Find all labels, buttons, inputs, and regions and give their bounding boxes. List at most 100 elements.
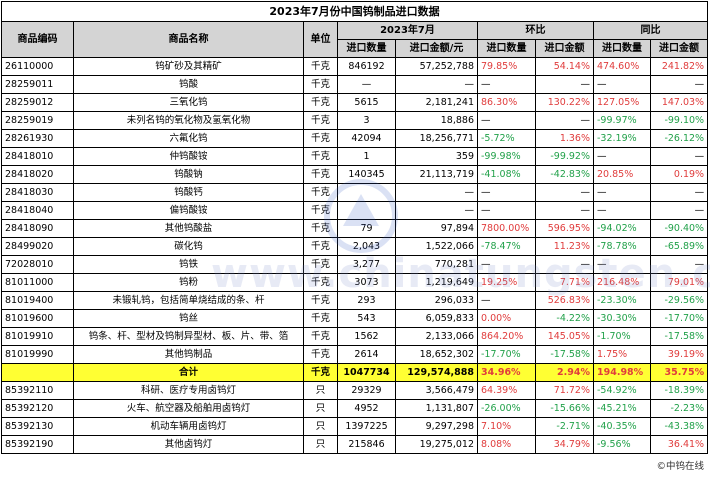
cell-mom-qty: — bbox=[477, 291, 536, 310]
cell-yoy-qty: 20.85% bbox=[593, 165, 651, 184]
table-row: 28259012 三氧化钨 千克 5615 2,181,241 86.30% 130.22%… bbox=[1, 93, 709, 112]
cell-yoy-qty: — bbox=[593, 75, 651, 94]
cell-name: 未锻轧钨，包括简单烧结成的条、杆 bbox=[73, 291, 304, 310]
cell-qty: 215846 bbox=[337, 435, 396, 454]
cell-yoy-amount: — bbox=[649, 75, 709, 94]
cell-amount: 2,181,241 bbox=[395, 93, 478, 112]
cell-yoy-amount: -99.10% bbox=[649, 111, 709, 130]
cell-mom-qty: 79.85% bbox=[477, 57, 536, 76]
table-row: 81019600 钨丝 千克 543 6,059,833 0.00% -4.22% -30.3… bbox=[1, 309, 709, 328]
cell-mom-amount: -4.22% bbox=[535, 309, 594, 328]
cell-yoy-amount: — bbox=[649, 201, 709, 220]
cell-yoy-qty: -99.97% bbox=[593, 111, 651, 130]
cell-name: 未列名钨的氧化物及氢氧化物 bbox=[73, 111, 304, 130]
cell-mom-qty: 864.20% bbox=[477, 327, 536, 346]
cell-yoy-amount: — bbox=[649, 183, 709, 202]
cell-yoy-amount: -17.58% bbox=[649, 327, 709, 346]
cell-mom-qty: 7800.00% bbox=[477, 219, 536, 238]
table-row: 85392130 机动车辆用卤钨灯只 1397225 9,297,298 7.10% -2… bbox=[1, 417, 709, 436]
cell-yoy-qty: -30.30% bbox=[593, 309, 651, 328]
cell-code: 28261930 bbox=[1, 129, 74, 148]
cell-mom-qty: — bbox=[477, 75, 536, 94]
cell-amount: 296,033 bbox=[395, 291, 478, 310]
cell-mom-amount: -2.71% bbox=[535, 417, 594, 436]
cell-mom-amount: -15.66% bbox=[535, 399, 594, 418]
cell-yoy-qty: — bbox=[593, 147, 651, 166]
cell-qty: 3,277 bbox=[337, 255, 396, 274]
cell-mom-qty: -78.47% bbox=[477, 237, 536, 256]
cell-name: 三氧化钨 bbox=[73, 93, 304, 112]
cell-name: 钨酸 bbox=[73, 75, 304, 94]
cell-name: 机动车辆用卤钨灯 bbox=[73, 417, 304, 436]
cell-unit: 千克 bbox=[303, 327, 338, 346]
cell-qty: 846192 bbox=[337, 57, 396, 76]
cell-qty: 3073 bbox=[337, 273, 396, 292]
cell-qty bbox=[337, 201, 396, 220]
footer-copyright: ©中钨在线 bbox=[656, 461, 704, 472]
cell-unit: 只 bbox=[303, 417, 338, 436]
cell-name: 钨粉 bbox=[73, 273, 304, 292]
cell-name: 碳化钨 bbox=[73, 237, 304, 256]
cell-name: 钨酸钙 bbox=[73, 183, 304, 202]
cell-code: 28259019 bbox=[1, 111, 74, 130]
cell-mom-qty: — bbox=[477, 111, 536, 130]
cell-qty: 5615 bbox=[337, 93, 396, 112]
cell-code: 72028010 bbox=[1, 255, 74, 274]
cell-mom-amount: -99.92% bbox=[535, 147, 594, 166]
table-row: 28259019 未列名钨的氧化物及氢氧化物 千克 3 18,886— — -99.97% -… bbox=[1, 111, 709, 130]
cell-amount: 19,275,012 bbox=[395, 435, 478, 454]
cell-qty: 2614 bbox=[337, 345, 396, 364]
cell-qty: 1 bbox=[337, 147, 396, 166]
cell-yoy-qty: -45.21% bbox=[593, 399, 651, 418]
cell-code: 28418020 bbox=[1, 165, 74, 184]
cell-name: 其他卤钨灯 bbox=[73, 435, 304, 454]
header-yoy-amount: 进口金额 bbox=[649, 39, 709, 58]
cell-unit: 千克 bbox=[303, 57, 338, 76]
cell-unit: 千克 bbox=[303, 219, 338, 238]
cell-mom-qty: — bbox=[477, 201, 536, 220]
cell-yoy-qty: -78.78% bbox=[593, 237, 651, 256]
cell-unit: 千克 bbox=[303, 111, 338, 130]
cell-qty: 79 bbox=[337, 219, 396, 238]
cell-unit: 千克 bbox=[303, 201, 338, 220]
cell-mom-amount: 130.22% bbox=[535, 93, 594, 112]
cell-yoy-qty: 474.60% bbox=[593, 57, 651, 76]
table-row: 85392190 其他卤钨灯只 215846 19,275,012 8.08% 34.79… bbox=[1, 435, 709, 454]
cell-qty: 543 bbox=[337, 309, 396, 328]
table-row: 72028010 钨铁 千克 3,277 770,281— — — — bbox=[1, 255, 709, 274]
cell-yoy-qty: -32.19% bbox=[593, 129, 651, 148]
cell-code: 85392110 bbox=[1, 381, 74, 400]
cell-name: 偏钨酸铵 bbox=[73, 201, 304, 220]
cell-mom-qty: 0.00% bbox=[477, 309, 536, 328]
cell-name: 钨条、杆、型材及钨制异型材、板、片、带、箔 bbox=[73, 327, 304, 346]
cell-qty: 1562 bbox=[337, 327, 396, 346]
table-row: 81011000 钨粉 千克 3073 1,219,649 19.25% 7.71% 216.… bbox=[1, 273, 709, 292]
cell-mom-amount: 1.36% bbox=[535, 129, 594, 148]
cell-name: 钨矿砂及其精矿 bbox=[73, 57, 304, 76]
cell-name: 钨丝 bbox=[73, 309, 304, 328]
table-row: 28418090 其他钨酸盐 千克 79 97,894 7800.00% 596.95% -9… bbox=[1, 219, 709, 238]
cell-mom-qty: -17.70% bbox=[477, 345, 536, 364]
table-row: 85392110 科研、医疗专用卤钨灯只 29329 3,566,479 64.39% 7… bbox=[1, 381, 709, 400]
cell-amount: 3,566,479 bbox=[395, 381, 478, 400]
cell-yoy-amount: 35.75% bbox=[649, 363, 709, 382]
cell-mom-amount: 7.71% bbox=[535, 273, 594, 292]
cell-mom-amount: 71.72% bbox=[535, 381, 594, 400]
cell-amount: 770,281 bbox=[395, 255, 478, 274]
cell-yoy-amount: -2.23% bbox=[649, 399, 709, 418]
cell-mom-qty: -26.00% bbox=[477, 399, 536, 418]
cell-mom-qty: 34.96% bbox=[477, 363, 536, 382]
cell-code: 81019990 bbox=[1, 345, 74, 364]
cell-code: 28418030 bbox=[1, 183, 74, 202]
cell-amount: 18,886 bbox=[395, 111, 478, 130]
cell-amount: 129,574,888 bbox=[395, 363, 478, 382]
header-code: 商品编码 bbox=[1, 21, 74, 58]
cell-mom-amount: 596.95% bbox=[535, 219, 594, 238]
cell-yoy-amount: -17.70% bbox=[649, 309, 709, 328]
cell-name: 六氟化钨 bbox=[73, 129, 304, 148]
table-row: 28418030 钨酸钙 千克 — — — — — bbox=[1, 183, 709, 202]
cell-yoy-amount: -18.39% bbox=[649, 381, 709, 400]
cell-unit: 千克 bbox=[303, 291, 338, 310]
cell-code: 81019910 bbox=[1, 327, 74, 346]
cell-qty: 1397225 bbox=[337, 417, 396, 436]
